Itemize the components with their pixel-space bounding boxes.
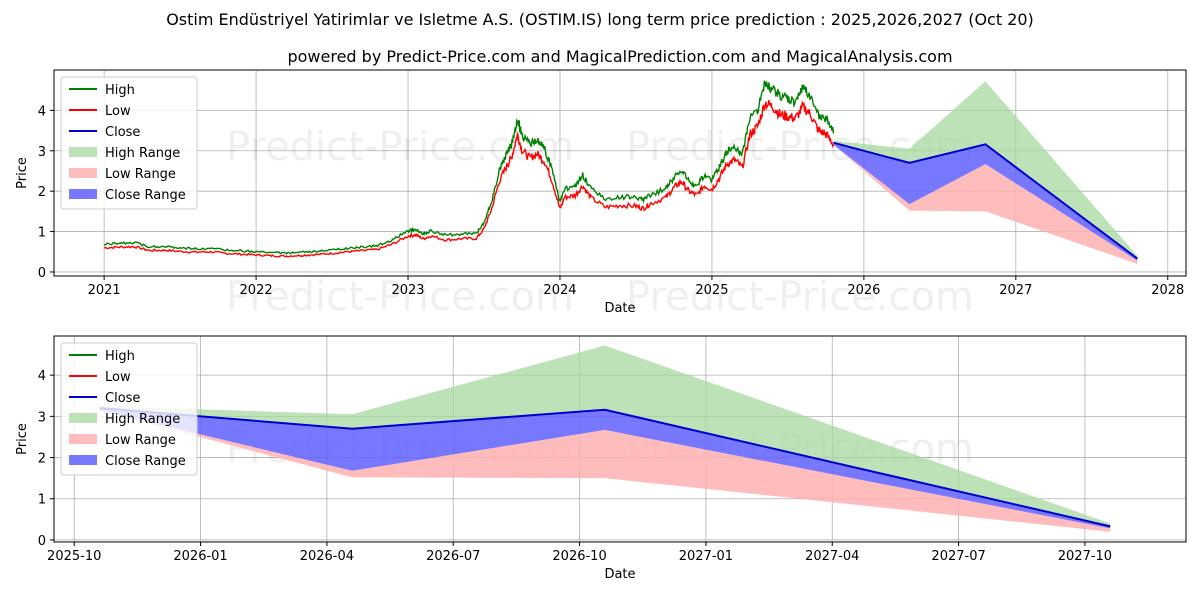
x-tick-label: 2026-01	[173, 549, 227, 564]
legend-close-range-label: Close Range	[105, 188, 186, 203]
x-tick-label: 2028	[1151, 283, 1184, 298]
close-range-area	[99, 408, 1111, 529]
x-tick-label: 2027	[999, 283, 1032, 298]
y-tick-label: 3	[38, 145, 46, 160]
y-tick-label: 1	[38, 493, 46, 508]
legend: High Low Close High Range Low Range Close Ran…	[60, 76, 198, 210]
y-tick-label: 0	[38, 266, 46, 281]
high-history-line	[103, 80, 835, 255]
x-tick-label: 2021	[88, 283, 121, 298]
x-tick-label: 2026-10	[552, 549, 606, 564]
legend-high-label: High	[105, 349, 135, 364]
legend-high-range-swatch	[69, 413, 97, 423]
legend-close-range-swatch	[69, 455, 97, 465]
close-forecast-line	[833, 141, 1138, 260]
high-range-area	[99, 345, 1111, 527]
x-tick-label: 2023	[391, 283, 424, 298]
plot-area	[103, 80, 1138, 264]
legend-low-label: Low	[105, 104, 131, 119]
legend-high-range-label: High Range	[105, 412, 180, 427]
y-tick-label: 0	[38, 534, 46, 549]
legend-low-range-label: Low Range	[105, 433, 176, 448]
legend-low-range-swatch	[69, 434, 97, 444]
y-tick-label: 4	[38, 369, 46, 384]
legend: High Low Close High Range Low Range Close Ran…	[60, 342, 198, 476]
low-range-area	[833, 144, 1138, 264]
low-history-line	[103, 100, 835, 258]
x-axis-label: Date	[604, 567, 635, 582]
legend-close-range-label: Close Range	[105, 454, 186, 469]
x-tick-label: 2024	[543, 283, 576, 298]
legend-close-label: Close	[105, 391, 140, 406]
legend-low-label: Low	[105, 370, 131, 385]
x-tick-label: 2027-01	[679, 549, 733, 564]
x-tick-label: 2026	[847, 283, 880, 298]
legend-low-range-swatch	[69, 168, 97, 178]
plot-frame	[53, 69, 1187, 277]
y-tick-label: 3	[38, 410, 46, 425]
x-tick-label: 2025-10	[47, 549, 101, 564]
y-tick-label: 2	[38, 185, 46, 200]
legend-high-range-swatch	[69, 147, 97, 157]
x-tick-label: 2026-07	[426, 549, 480, 564]
watermark-text: Predict-Price.com	[226, 274, 574, 320]
y-axis-label: Price	[15, 157, 30, 189]
chart-subtitle: powered by Predict-Price.com and Magical…	[287, 47, 952, 66]
x-axis-label: Date	[604, 301, 635, 316]
legend-high-label: High	[105, 83, 135, 98]
watermark-text: Predict-Price.com	[626, 274, 974, 320]
y-tick-label: 2	[38, 452, 46, 467]
x-tick-label: 2026-04	[300, 549, 354, 564]
chart-title: Ostim Endüstriyel Yatirimlar ve Isletme …	[166, 10, 1034, 29]
x-tick-label: 2025	[695, 283, 728, 298]
high-range-area	[833, 81, 1138, 259]
history-panel: Predict-Price.com Predict-Price.comPredic…	[15, 69, 1187, 320]
legend-high-range-label: High Range	[105, 146, 180, 161]
x-tick-label: 2027-07	[931, 549, 985, 564]
forecast-panel: Predict-Price.comPredict-Price.com2025-1…	[15, 335, 1187, 582]
x-tick-label: 2027-04	[805, 549, 859, 564]
plot-area	[99, 345, 1111, 532]
x-tick-label: 2022	[240, 283, 273, 298]
close-range-area	[833, 142, 1138, 261]
legend-low-range-label: Low Range	[105, 167, 176, 182]
x-tick-label: 2027-10	[1058, 549, 1112, 564]
close-forecast-line	[99, 407, 1111, 528]
legend-close-label: Close	[105, 125, 140, 140]
y-axis-label: Price	[15, 423, 30, 455]
legend-close-range-swatch	[69, 189, 97, 199]
low-range-area	[99, 410, 1111, 532]
plot-frame	[53, 335, 1187, 543]
y-tick-label: 1	[38, 226, 46, 241]
y-tick-label: 4	[38, 104, 46, 119]
